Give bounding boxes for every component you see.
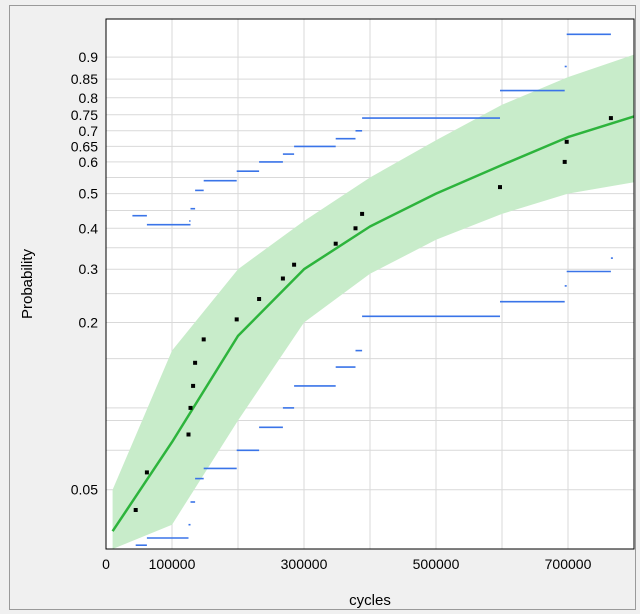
data-point-17: [608, 116, 613, 121]
data-point-6: [201, 337, 206, 342]
data-point-5: [193, 360, 198, 365]
x-axis-ticks: 0 100000 300000 500000 700000: [102, 556, 591, 572]
data-points: [133, 116, 613, 512]
confidence-band: [112, 54, 635, 549]
fit-line: [111, 115, 635, 532]
x-tick-label-0: 0: [102, 556, 110, 572]
y-tick-label-9: 0.8: [79, 90, 99, 106]
data-point-14: [498, 185, 502, 190]
data-point-3: [188, 405, 193, 410]
data-point-7: [234, 317, 239, 322]
confidence-band-area: [112, 54, 635, 549]
y-tick-label-3: 0.4: [79, 220, 99, 236]
data-point-10: [292, 262, 297, 267]
data-point-11: [333, 241, 338, 246]
y-tick-label-2: 0.3: [79, 261, 99, 277]
y-tick-label-1: 0.2: [79, 315, 99, 331]
x-axis-title: cycles: [349, 592, 391, 609]
y-tick-label-8: 0.75: [71, 107, 98, 123]
y-tick-label-10: 0.85: [71, 71, 98, 87]
y-axis-ticks: 0.05 0.2 0.3 0.4 0.5 0.60.650.70.750.8 0.85 0.9: [71, 49, 98, 498]
data-point-0: [133, 508, 138, 512]
plot-border: [105, 18, 635, 550]
data-point-1: [144, 470, 149, 475]
data-point-2: [186, 432, 191, 437]
y-tick-label-0: 0.05: [71, 482, 98, 498]
y-tick-label-6: 0.65: [71, 138, 98, 154]
x-tick-label-4: 700000: [545, 556, 592, 572]
data-point-15: [562, 159, 567, 164]
y-axis-title: Probability: [19, 248, 36, 319]
data-point-8: [257, 297, 262, 301]
x-tick-label-2: 300000: [281, 556, 328, 572]
y-tick-label-4: 0.5: [79, 186, 99, 202]
confidence-bounds: [132, 33, 613, 547]
data-point-4: [191, 383, 196, 388]
data-point-9: [280, 276, 285, 281]
data-point-12: [353, 226, 358, 231]
y-tick-label-5: 0.6: [79, 154, 99, 170]
x-tick-label-1: 100000: [149, 556, 196, 572]
data-point-16: [564, 139, 569, 144]
y-tick-label-11: 0.9: [79, 49, 99, 65]
x-tick-label-3: 500000: [413, 556, 460, 572]
y-tick-label-7: 0.7: [79, 123, 99, 139]
fit-line-path: [111, 115, 635, 532]
data-point-13: [360, 211, 365, 216]
